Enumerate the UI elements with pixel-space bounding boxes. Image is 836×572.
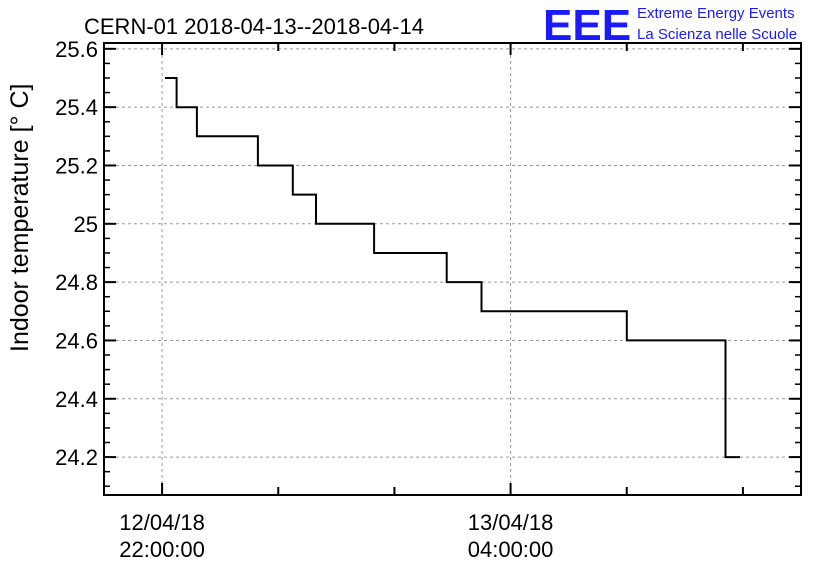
grid-lines [104, 43, 801, 495]
x-tick-label-date: 13/04/18 [468, 510, 554, 535]
axis-ticks [104, 43, 801, 495]
y-tick-label: 24.8 [55, 270, 98, 295]
temperature-series-line [165, 77, 740, 459]
y-tick-label: 25.2 [55, 153, 98, 178]
plot-frame [103, 42, 802, 496]
eee-logo: EEE Extreme Energy Events La Scienza nel… [543, 1, 797, 50]
y-tick-label: 24.4 [55, 387, 98, 412]
chart-title: CERN-01 2018-04-13--2018-04-14 [84, 14, 424, 39]
y-tick-label: 25.6 [55, 37, 98, 62]
logo-line-2: La Scienza nelle Scuole [637, 26, 797, 43]
y-tick-label: 25 [74, 212, 98, 237]
x-tick-label-time: 22:00:00 [119, 537, 205, 562]
y-tick-labels: 24.2 24.4 24.6 24.8 25 25.2 25.4 25.6 [55, 37, 98, 470]
y-tick-label: 24.2 [55, 445, 98, 470]
x-tick-label-date: 12/04/18 [119, 510, 205, 535]
logo-line-1: Extreme Energy Events [637, 5, 795, 22]
logo-letters: EEE [543, 1, 631, 50]
y-tick-label: 24.6 [55, 328, 98, 353]
x-tick-label-time: 04:00:00 [468, 537, 554, 562]
y-axis-label: Indoor temperature [° C] [6, 84, 34, 352]
y-tick-label: 25.4 [55, 95, 98, 120]
